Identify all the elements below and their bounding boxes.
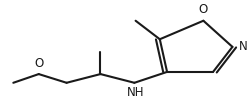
- Text: NH: NH: [127, 86, 144, 99]
- Text: N: N: [239, 40, 247, 53]
- Text: O: O: [34, 57, 43, 70]
- Text: O: O: [199, 3, 208, 16]
